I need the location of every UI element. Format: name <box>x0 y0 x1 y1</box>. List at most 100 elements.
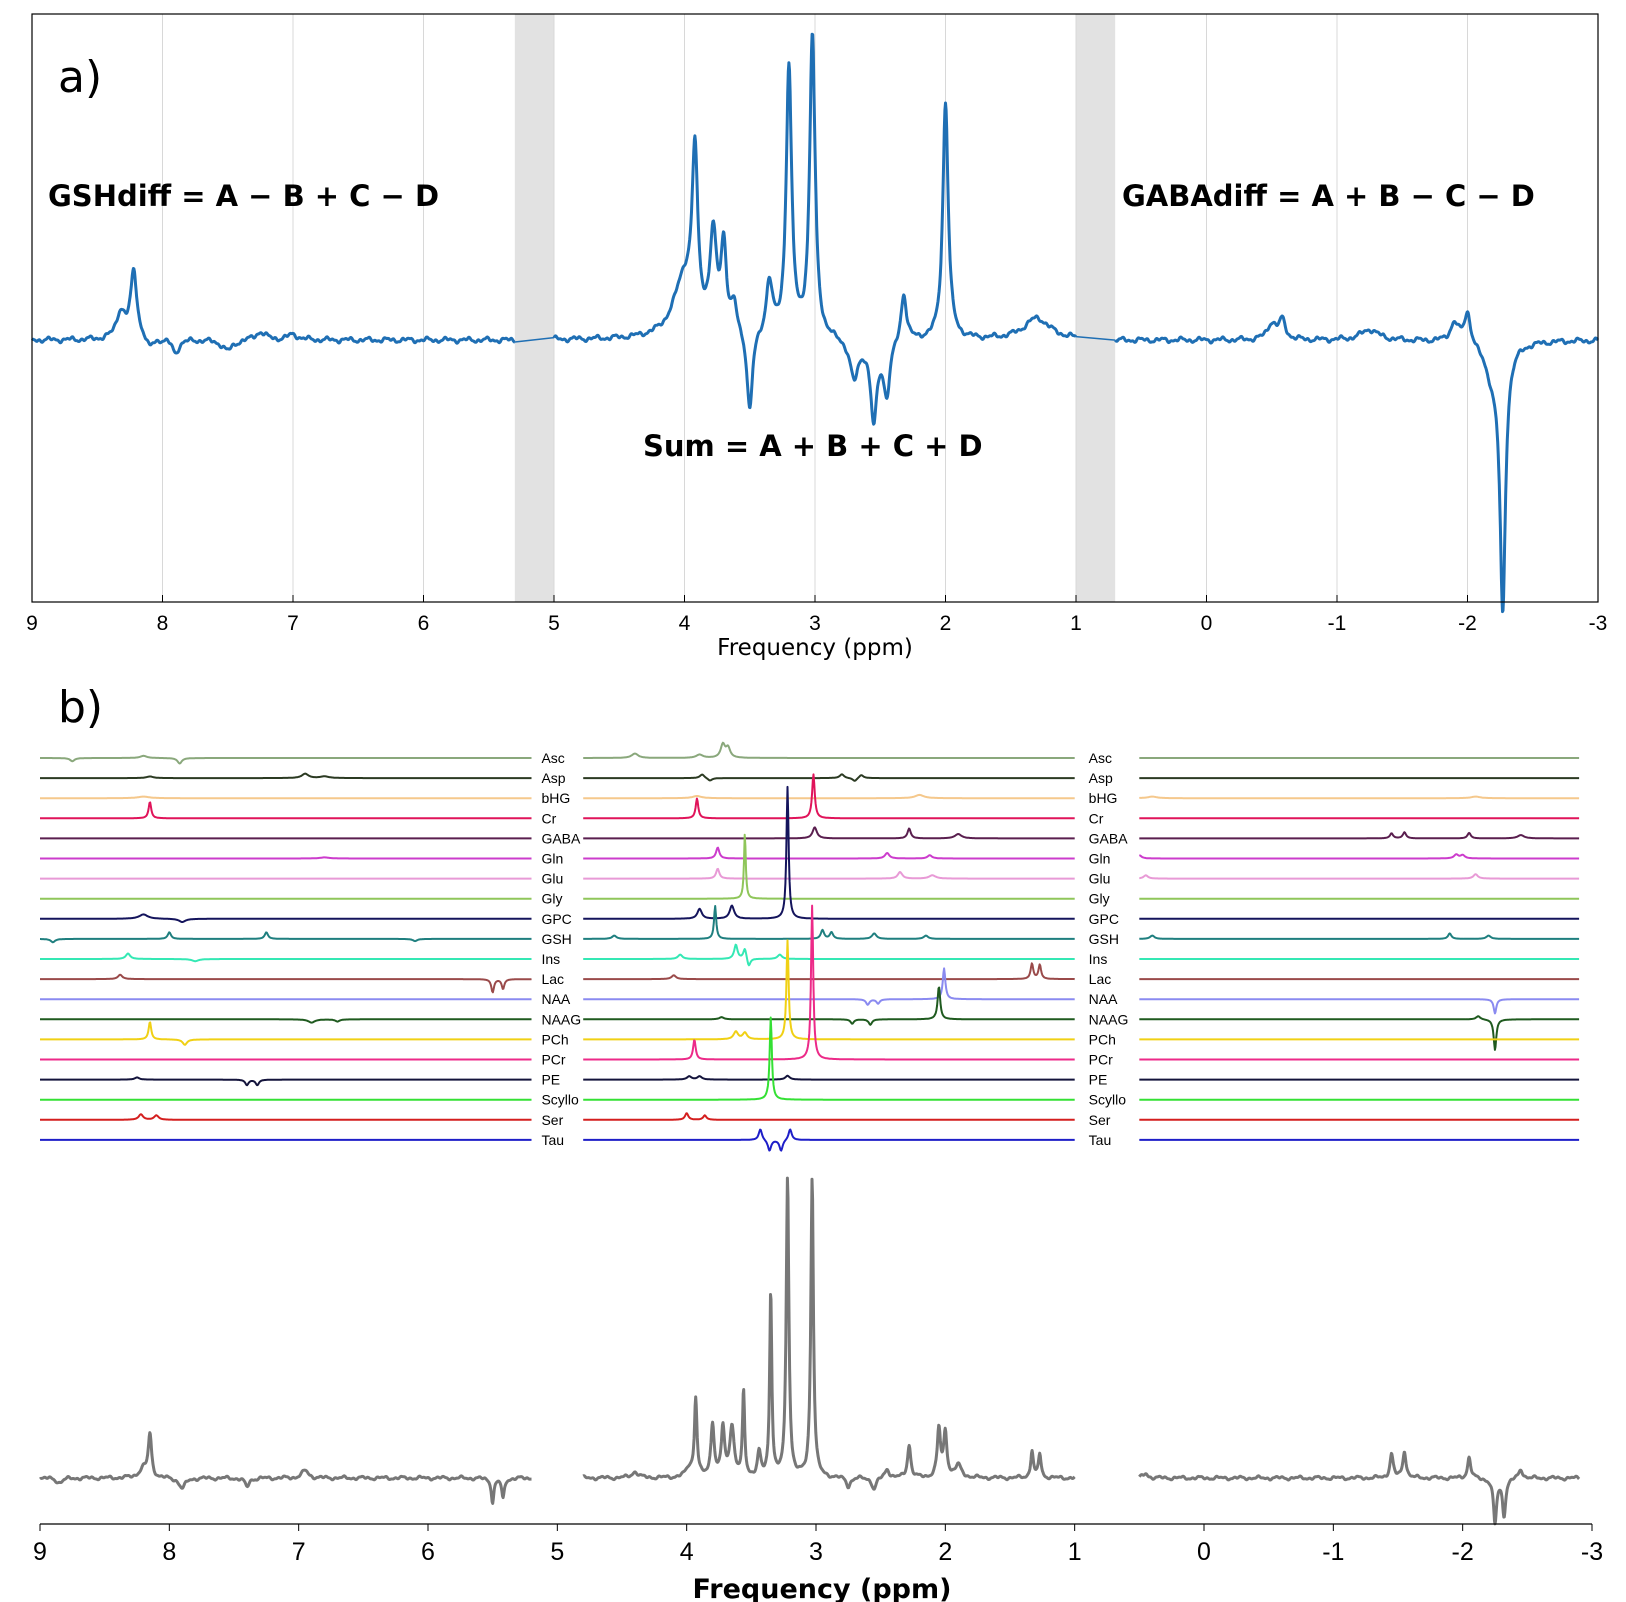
basis-NAAG-seg-0 <box>39 1018 532 1024</box>
panel-b-x-ticks: 9 8 7 6 5 4 3 2 1 0 -1 -2 -3 <box>33 1524 1603 1566</box>
metabolite-label: Asc <box>1089 750 1112 766</box>
panel-a-spectrum <box>30 32 1600 614</box>
basis-NAA-seg-2 <box>1139 998 1580 1015</box>
metabolite-label: Scyllo <box>541 1092 579 1108</box>
x-tick-label: -2 <box>1458 612 1477 635</box>
basis-Asc-seg-0 <box>39 754 532 765</box>
basis-Asp-seg-1 <box>582 773 1075 782</box>
x-tick-label: 9 <box>26 612 38 635</box>
metabolite-label: Ser <box>1089 1112 1111 1128</box>
panel-a: 9 8 7 6 5 4 3 2 1 0 -1 -2 -3 a) GSHdiff = A − B + C … <box>26 13 1607 661</box>
sum-spectrum-seg-1 <box>582 1176 1076 1491</box>
x-tick-label: 3 <box>809 1538 823 1566</box>
x-tick-label: 7 <box>292 1538 306 1566</box>
x-tick-label: 8 <box>162 1538 176 1566</box>
sum-spectrum-seg-2 <box>1138 1450 1581 1526</box>
panel-a-x-ticks: 9 8 7 6 5 4 3 2 1 0 -1 -2 -3 <box>26 595 1607 635</box>
metabolite-label: Asc <box>541 750 564 766</box>
basis-Tau-seg-1 <box>582 1128 1075 1152</box>
basis-PE-seg-1 <box>582 1074 1075 1081</box>
panel-a-x-axis-label: Frequency (ppm) <box>717 635 913 661</box>
metabolite-label: bHG <box>541 790 570 806</box>
basis-GPC-seg-1 <box>582 785 1075 920</box>
basis-Ser-seg-1 <box>582 1112 1075 1121</box>
x-tick-label: 3 <box>809 612 821 635</box>
basis-Ins-seg-0 <box>39 952 532 963</box>
panel-a-shaded-bands <box>514 14 1116 602</box>
metabolite-label: GPC <box>541 911 571 927</box>
metabolite-label: NAAG <box>541 1011 581 1027</box>
metabolite-label: GSH <box>541 931 571 947</box>
x-tick-label: 2 <box>938 1538 952 1566</box>
panel-b-metabolite-labels: Asc Asc Asp Asp bHG bHG Cr Cr GABA GABA Gln Gln Glu G… <box>541 750 1128 1148</box>
x-tick-label: 5 <box>550 1538 564 1566</box>
metabolite-label: GABA <box>1089 830 1129 846</box>
basis-Ins-seg-1 <box>582 943 1075 967</box>
metabolite-label: Gln <box>541 851 563 867</box>
metabolite-label: Scyllo <box>1089 1092 1127 1108</box>
spectrum-connector-1 <box>1075 335 1116 341</box>
basis-NAAG-seg-2 <box>1139 1015 1580 1051</box>
basis-Lac-seg-1 <box>582 962 1075 981</box>
metabolite-label: Cr <box>1089 810 1104 826</box>
metabolite-label: Glu <box>541 871 563 887</box>
basis-Glu-seg-1 <box>582 867 1075 880</box>
x-tick-label: 2 <box>940 612 952 635</box>
x-tick-label: 6 <box>418 612 430 635</box>
spectrum-connector-0 <box>514 336 555 343</box>
panel-b-x-axis-label: Frequency (ppm) <box>693 1574 952 1602</box>
metabolite-label: NAA <box>1089 991 1118 1007</box>
x-tick-label: 4 <box>680 1538 694 1566</box>
metabolite-label: Gly <box>541 891 562 907</box>
metabolite-label: Ser <box>541 1112 563 1128</box>
metabolite-label: GPC <box>1089 911 1119 927</box>
x-tick-label: -2 <box>1452 1538 1474 1566</box>
basis-NAAG-seg-1 <box>582 986 1075 1026</box>
metabolite-label: NAA <box>541 991 570 1007</box>
metabolite-label: Ins <box>1089 951 1108 967</box>
basis-GABA-seg-1 <box>582 826 1075 840</box>
x-tick-label: 4 <box>679 612 691 635</box>
panel-a-label: a) <box>58 52 102 103</box>
basis-Scyllo-seg-1 <box>582 1016 1075 1101</box>
metabolite-label: PE <box>1089 1072 1108 1088</box>
metabolite-label: PCh <box>541 1031 568 1047</box>
shaded-band-0 <box>514 14 554 602</box>
basis-PCh-seg-0 <box>39 1021 532 1046</box>
metabolite-label: Glu <box>1089 871 1111 887</box>
metabolite-label: GABA <box>541 830 581 846</box>
metabolite-label: Ins <box>541 951 560 967</box>
basis-GABA-seg-2 <box>1139 831 1580 840</box>
panel-b-sum-spectrum <box>39 1176 1581 1526</box>
panel-a-grid <box>162 14 1468 602</box>
metabolite-label: PCh <box>1089 1031 1116 1047</box>
basis-bHG-seg-0 <box>39 795 532 800</box>
metabolite-label: Cr <box>541 810 556 826</box>
basis-GPC-seg-0 <box>39 913 532 923</box>
basis-PE-seg-0 <box>39 1076 532 1087</box>
metabolite-label: Asp <box>541 770 565 786</box>
x-tick-label: -1 <box>1328 612 1347 635</box>
basis-Gln-seg-1 <box>582 846 1075 860</box>
x-tick-label: -3 <box>1589 612 1608 635</box>
sum-spectrum-seg-0 <box>39 1431 533 1505</box>
x-tick-label: -1 <box>1322 1538 1344 1566</box>
basis-NAA-seg-1 <box>582 967 1075 1006</box>
panel-b-basis-spectra <box>39 741 1580 1152</box>
gshdiff-annotation: GSHdiff = A − B + C − D <box>48 179 439 213</box>
sum-annotation: Sum = A + B + C + D <box>643 429 983 463</box>
spectrum-Sum <box>552 32 1077 426</box>
gabadiff-annotation: GABAdiff = A + B − C − D <box>1122 179 1535 213</box>
panel-b: b) Asc Asc Asp Asp bHG bHG Cr Cr GABA GABA Gln Gln G… <box>33 682 1603 1602</box>
x-tick-label: 1 <box>1070 612 1082 635</box>
basis-Ser-seg-0 <box>39 1113 532 1121</box>
x-tick-label: 1 <box>1068 1538 1082 1566</box>
x-tick-label: 8 <box>157 612 169 635</box>
basis-bHG-seg-2 <box>1139 795 1580 800</box>
x-tick-label: 5 <box>548 612 560 635</box>
spectrum-GABAdiff <box>1114 310 1600 614</box>
shaded-band-1 <box>1076 14 1116 602</box>
basis-Gly-seg-1 <box>582 833 1075 900</box>
basis-Asc-seg-1 <box>582 741 1075 759</box>
panel-b-label: b) <box>58 682 103 733</box>
